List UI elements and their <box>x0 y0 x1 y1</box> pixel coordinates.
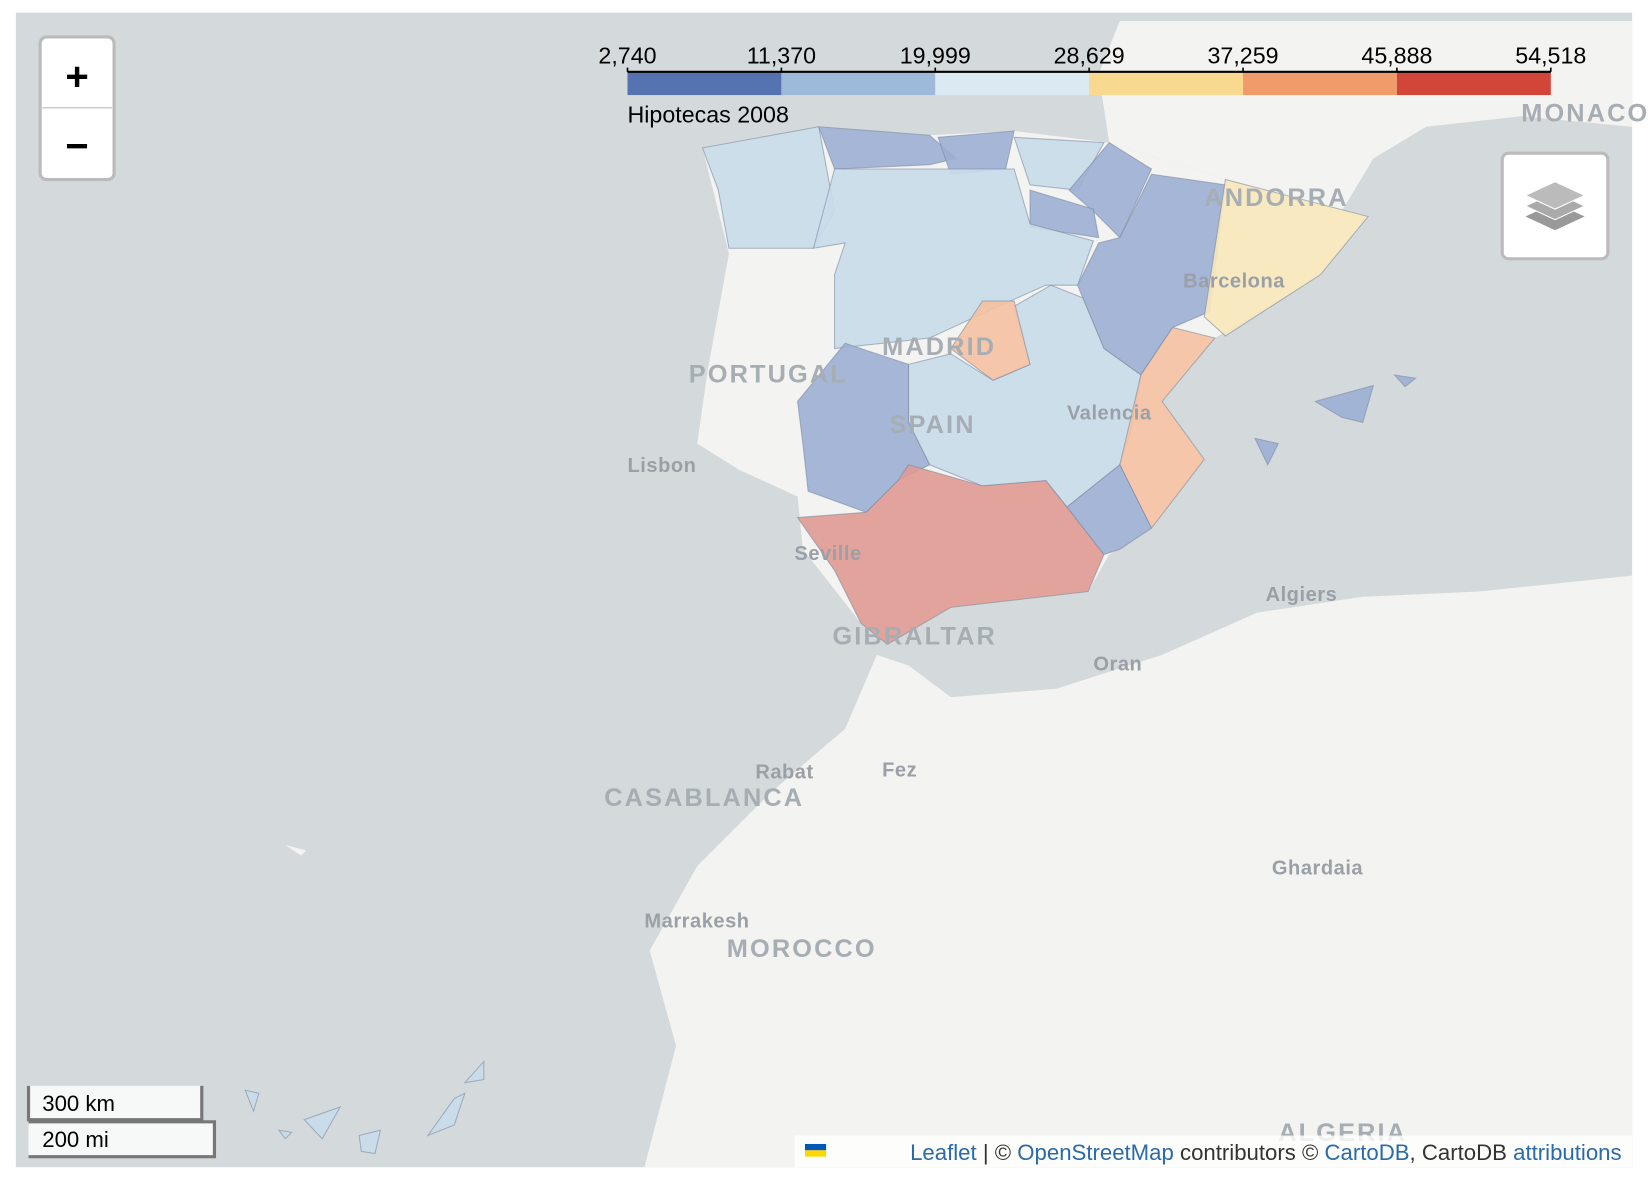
colorbar-title: Hipotecas 2008 <box>628 102 789 128</box>
colorbar-bin <box>1396 71 1551 96</box>
place-label: Oran <box>1093 654 1142 676</box>
zoom-in[interactable]: + <box>65 54 88 99</box>
colorbar-bin <box>627 71 782 96</box>
link[interactable]: OpenStreetMap <box>1017 1140 1174 1165</box>
region <box>1393 374 1417 388</box>
region <box>244 1089 260 1113</box>
place-label: Rabat <box>755 761 813 783</box>
text: , <box>1410 1140 1416 1165</box>
flag <box>804 1143 827 1151</box>
colorbar-bin <box>781 71 936 96</box>
place-label: Barcelona <box>1183 270 1285 292</box>
colorbar-bin <box>1243 71 1397 96</box>
africa-land <box>644 575 1633 1168</box>
place-label: Algiers <box>1266 584 1338 606</box>
region <box>1068 141 1153 239</box>
colorbar-tick-label: 19,999 <box>900 42 971 68</box>
region <box>1313 384 1375 424</box>
colorbar-bin <box>1089 71 1244 96</box>
text: contributors © <box>1180 1140 1318 1165</box>
colorbar-tick-label: 54,518 <box>1515 42 1586 68</box>
region <box>1254 437 1280 466</box>
attribution-box <box>794 1135 1633 1168</box>
place-label: Marrakesh <box>644 910 749 932</box>
scale-control: 300 km 200 mi <box>26 1085 217 1159</box>
attribution: Leaflet | © OpenStreetMap contributors ©… <box>794 1135 1633 1168</box>
scale-label: 300 km <box>42 1091 115 1116</box>
region <box>358 1129 382 1155</box>
colorbar: Hipotecas 2008 2,740 11,370 19,999 28,629 37… <box>598 42 1586 127</box>
region <box>1066 463 1153 556</box>
island <box>285 845 307 856</box>
place-label: ANDORRA <box>1204 184 1348 212</box>
text: CartoDB <box>1422 1140 1507 1165</box>
place-label: MADRID <box>882 333 996 361</box>
text: © <box>995 1140 1011 1165</box>
link[interactable]: Leaflet <box>910 1140 977 1165</box>
attribution-text: Leaflet | © OpenStreetMap contributors ©… <box>910 1140 1622 1165</box>
region <box>463 1060 485 1084</box>
place-label: Seville <box>794 543 861 565</box>
zoom-control: + − <box>38 35 116 182</box>
link[interactable]: attributions <box>1513 1140 1621 1165</box>
region <box>303 1106 342 1140</box>
region <box>277 1129 293 1140</box>
choropleth <box>244 126 1417 1155</box>
place-label: Valencia <box>1067 402 1152 424</box>
scale-mi <box>28 1120 217 1159</box>
region <box>817 126 958 170</box>
place-label: MONACO <box>1521 99 1648 127</box>
place-label: Ghardaia <box>1272 858 1364 880</box>
france-land <box>1098 21 1633 212</box>
layers-control[interactable] <box>1500 151 1610 261</box>
place-label: PORTUGAL <box>689 360 848 388</box>
scale-label: 200 mi <box>42 1127 109 1152</box>
text: | <box>983 1140 989 1165</box>
region <box>426 1092 466 1137</box>
colorbar-bin <box>935 71 1090 96</box>
layers-icon <box>1524 181 1586 210</box>
colorbar-tick-label: 37,259 <box>1208 42 1279 68</box>
place-label: MOROCCO <box>727 935 877 963</box>
region <box>937 130 1015 175</box>
colorbar-tick-label: 2,740 <box>598 42 656 68</box>
place-label: Fez <box>882 759 917 781</box>
colorbar-tick-label: 45,888 <box>1361 42 1432 68</box>
colorbar-tick-label: 11,370 <box>747 42 816 68</box>
place-label: SPAIN <box>889 411 975 439</box>
colorbar-tick-label: 28,629 <box>1054 42 1125 68</box>
flag <box>804 1150 827 1157</box>
region <box>1203 178 1369 337</box>
link[interactable]: CartoDB <box>1325 1140 1410 1165</box>
scale-km <box>26 1085 204 1122</box>
place-label: CASABLANCA <box>604 784 804 812</box>
place-label: Lisbon <box>628 455 697 477</box>
zoom-out[interactable]: − <box>65 124 88 169</box>
region <box>950 300 1031 381</box>
region <box>1029 189 1100 239</box>
place-label: GIBRALTAR <box>832 622 996 650</box>
